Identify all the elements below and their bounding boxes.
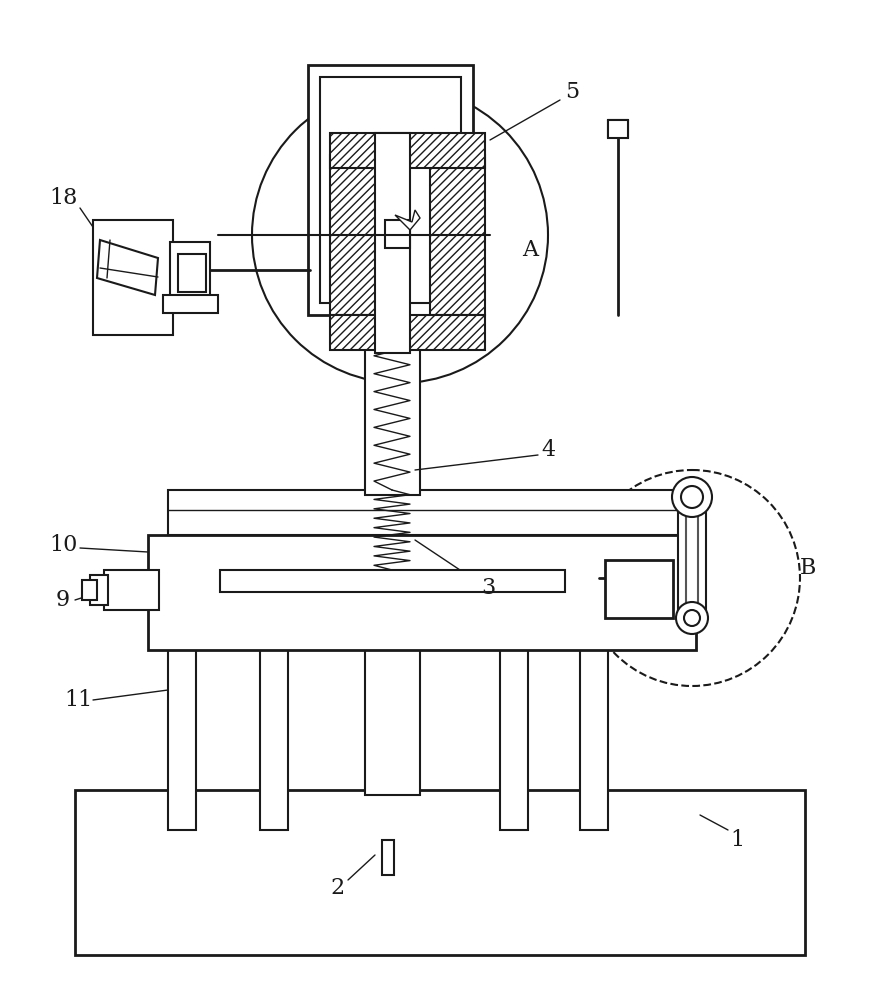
Bar <box>375 133 410 353</box>
Bar <box>608 120 628 138</box>
Bar <box>382 840 394 875</box>
Polygon shape <box>97 240 158 295</box>
Bar <box>365 640 420 795</box>
Text: 3: 3 <box>481 577 495 599</box>
Bar <box>500 640 528 830</box>
Bar <box>260 640 288 830</box>
Bar <box>430 155 485 315</box>
Bar <box>580 640 608 830</box>
Bar <box>75 790 805 955</box>
Text: 4: 4 <box>541 439 555 461</box>
Text: 11: 11 <box>64 689 93 711</box>
Text: 10: 10 <box>48 534 78 556</box>
Bar <box>178 254 206 292</box>
Bar <box>82 580 97 600</box>
Circle shape <box>684 610 700 626</box>
Text: A: A <box>522 239 538 261</box>
Circle shape <box>672 477 712 517</box>
Bar <box>605 560 673 618</box>
Text: 1: 1 <box>730 829 744 851</box>
Bar <box>686 500 698 613</box>
Bar <box>220 570 565 592</box>
Bar <box>148 535 696 650</box>
Bar <box>104 570 159 610</box>
Circle shape <box>252 87 548 383</box>
Bar <box>330 133 485 168</box>
Text: 5: 5 <box>565 81 579 103</box>
Bar <box>678 495 706 620</box>
Text: 2: 2 <box>331 877 345 899</box>
Bar <box>163 295 218 313</box>
Bar <box>168 640 196 830</box>
Bar <box>170 242 210 300</box>
Bar <box>168 490 688 535</box>
Bar <box>385 220 410 248</box>
Bar <box>90 575 108 605</box>
Circle shape <box>681 486 703 508</box>
Text: B: B <box>800 557 816 579</box>
Bar <box>330 155 385 315</box>
Polygon shape <box>395 210 420 230</box>
Bar <box>365 310 420 495</box>
Circle shape <box>584 470 800 686</box>
Text: 18: 18 <box>48 187 78 209</box>
Bar <box>320 77 461 303</box>
Bar <box>330 315 485 350</box>
Bar <box>308 65 473 315</box>
Bar <box>93 220 173 335</box>
Circle shape <box>676 602 708 634</box>
Text: 9: 9 <box>56 589 70 611</box>
